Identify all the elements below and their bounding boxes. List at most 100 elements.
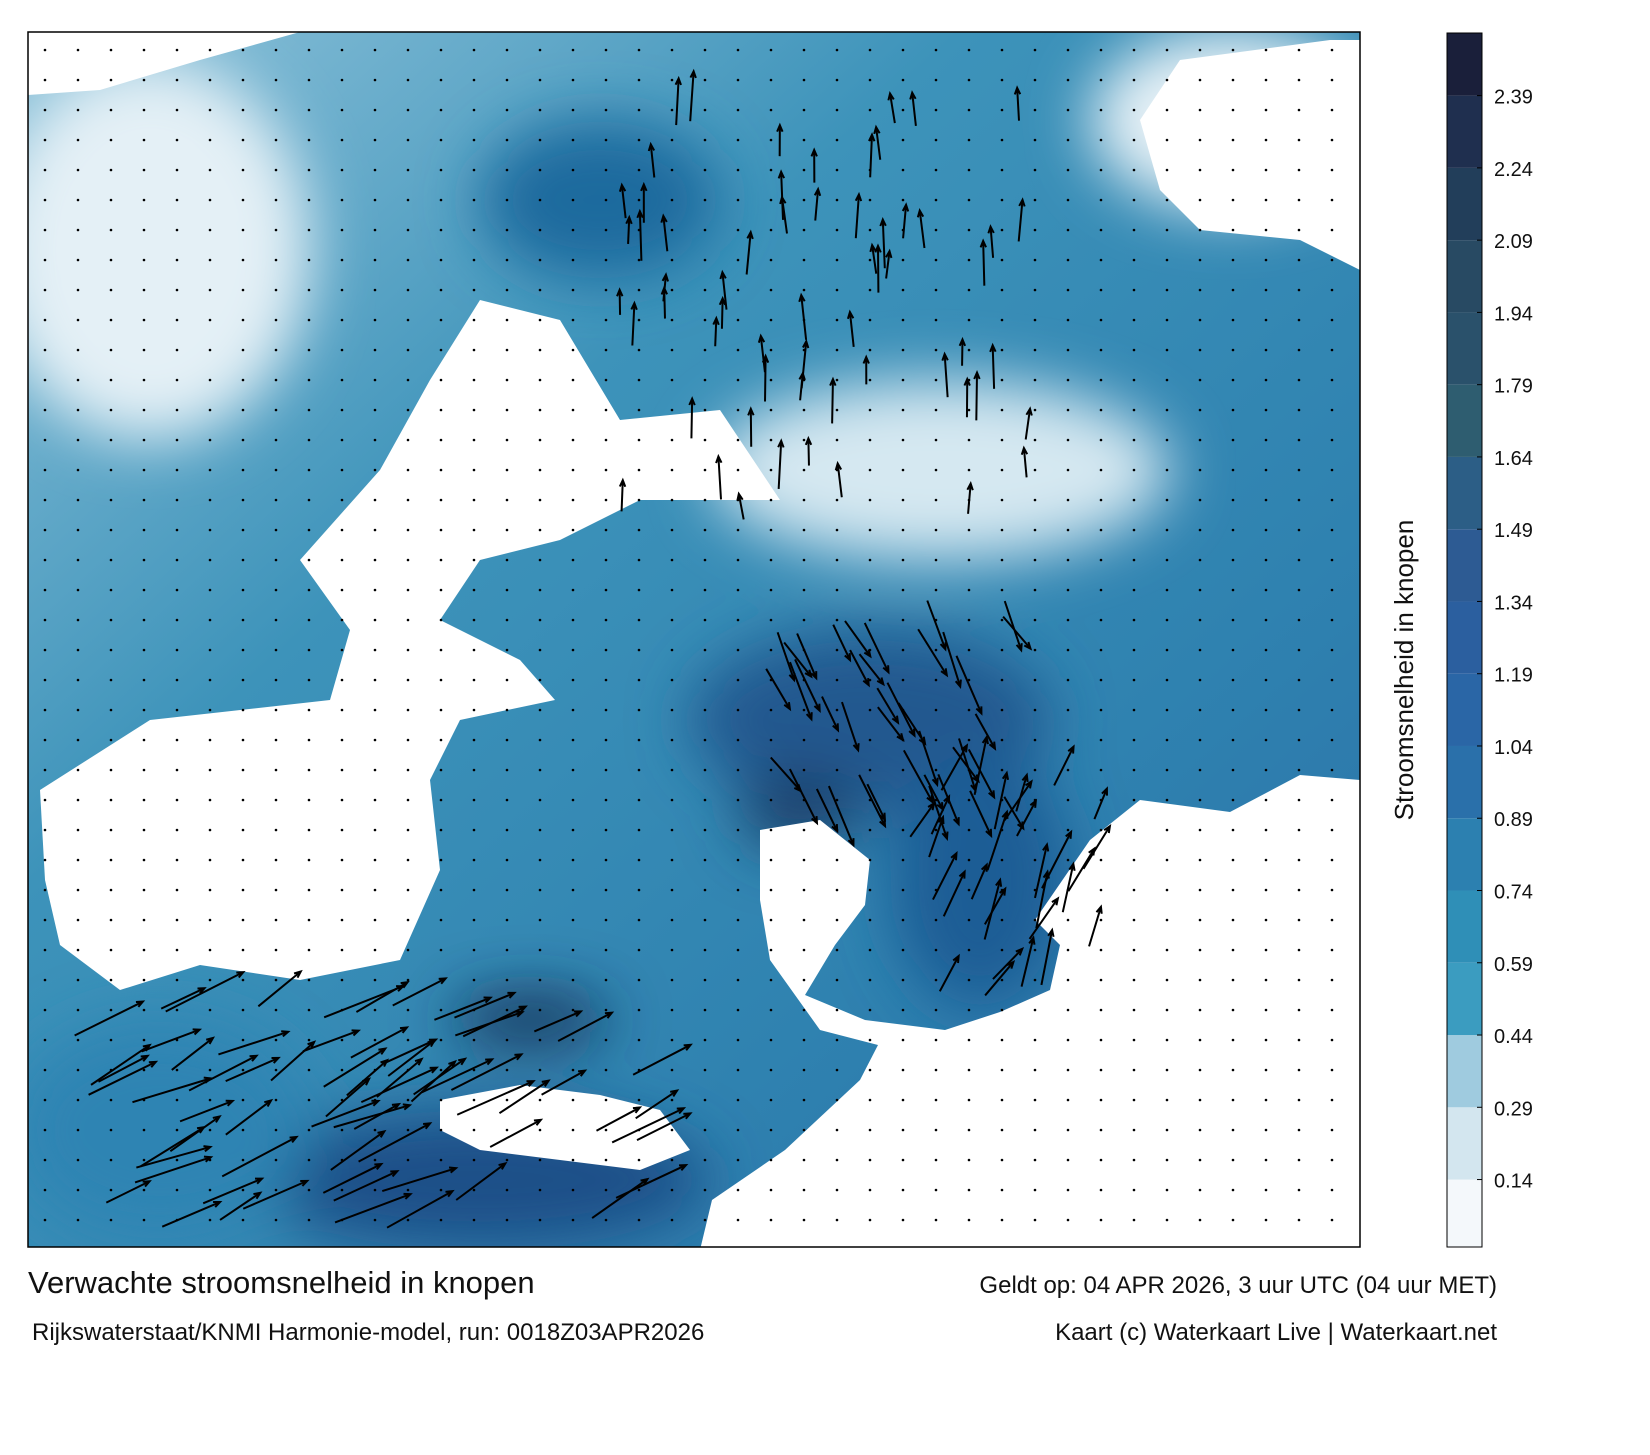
grid-dot	[109, 228, 113, 232]
current-arrow	[789, 661, 813, 722]
grid-dot	[1165, 48, 1169, 52]
grid-dot	[1198, 708, 1202, 712]
grid-dot	[1033, 408, 1037, 412]
current-arrow	[866, 783, 887, 823]
grid-dot	[1099, 78, 1103, 82]
grid-dot	[802, 498, 806, 502]
colorbar-tick-label: 0.74	[1494, 882, 1533, 904]
grid-dot	[274, 1188, 278, 1192]
grid-dot	[1165, 198, 1169, 202]
grid-dot	[373, 138, 377, 142]
grid-dot	[1264, 1068, 1268, 1072]
grid-dot	[340, 438, 344, 442]
current-arrow	[421, 1058, 495, 1094]
grid-dot	[835, 348, 839, 352]
grid-dot	[1066, 558, 1070, 562]
grid-dot	[703, 648, 707, 652]
grid-dot	[703, 738, 707, 742]
grid-dot	[472, 378, 476, 382]
grid-dot	[571, 1008, 575, 1012]
current-arrow	[97, 1054, 150, 1083]
grid-dot	[1264, 438, 1268, 442]
grid-dot	[1000, 258, 1004, 262]
grid-dot	[43, 1218, 47, 1222]
grid-dot	[406, 318, 410, 322]
grid-dot	[241, 318, 245, 322]
grid-dot	[274, 198, 278, 202]
grid-dot	[538, 408, 542, 412]
grid-dot	[835, 618, 839, 622]
grid-dot	[241, 78, 245, 82]
grid-dot	[142, 1158, 146, 1162]
current-arrow	[647, 141, 656, 178]
colorbar-band	[1447, 456, 1482, 530]
grid-dot	[274, 48, 278, 52]
grid-dot	[1000, 438, 1004, 442]
current-arrow	[983, 886, 1007, 925]
grid-dot	[637, 48, 641, 52]
grid-dot	[472, 138, 476, 142]
grid-dot	[1231, 1038, 1235, 1042]
grid-dot	[868, 408, 872, 412]
grid-dot	[1198, 1008, 1202, 1012]
grid-dot	[307, 468, 311, 472]
grid-dot	[670, 828, 674, 832]
grid-dot	[1330, 1218, 1334, 1222]
grid-dot	[1297, 348, 1301, 352]
grid-dot	[1165, 798, 1169, 802]
grid-dot	[1264, 78, 1268, 82]
grid-dot	[1264, 1008, 1268, 1012]
grid-dot	[76, 198, 80, 202]
grid-dot	[1231, 468, 1235, 472]
grid-dot	[604, 708, 608, 712]
grid-dot	[175, 708, 179, 712]
grid-dot	[868, 828, 872, 832]
grid-dot	[307, 588, 311, 592]
current-arrow	[798, 370, 806, 401]
grid-dot	[736, 378, 740, 382]
grid-dot	[1033, 858, 1037, 862]
grid-dot	[1330, 678, 1334, 682]
grid-dot	[109, 798, 113, 802]
grid-dot	[736, 138, 740, 142]
grid-dot	[967, 828, 971, 832]
grid-dot	[1165, 348, 1169, 352]
grid-dot	[1132, 648, 1136, 652]
grid-dot	[373, 108, 377, 112]
current-arrow	[630, 300, 638, 346]
grid-dot	[1099, 888, 1103, 892]
grid-dot	[769, 1158, 773, 1162]
current-arrow	[747, 406, 755, 447]
grid-dot	[43, 108, 47, 112]
grid-dot	[175, 888, 179, 892]
grid-dot	[505, 708, 509, 712]
grid-dot	[1231, 498, 1235, 502]
grid-dot	[340, 198, 344, 202]
grid-dot	[802, 258, 806, 262]
grid-dot	[1099, 708, 1103, 712]
grid-dot	[1198, 1188, 1202, 1192]
grid-dot	[967, 438, 971, 442]
grid-dot	[538, 348, 542, 352]
grid-dot	[670, 768, 674, 772]
grid-dot	[439, 1218, 443, 1222]
grid-dot	[109, 108, 113, 112]
current-arrow	[410, 1059, 457, 1103]
grid-dot	[472, 708, 476, 712]
grid-dot	[109, 858, 113, 862]
grid-dot	[769, 1008, 773, 1012]
grid-dot	[571, 588, 575, 592]
grid-dot	[208, 498, 212, 502]
grid-dot	[637, 1038, 641, 1042]
current-arrow	[323, 1047, 388, 1088]
grid-dot	[43, 498, 47, 502]
grid-dot	[340, 888, 344, 892]
grid-dot	[637, 648, 641, 652]
grid-dot	[670, 528, 674, 532]
grid-dot	[934, 138, 938, 142]
grid-dot	[934, 798, 938, 802]
grid-dot	[1264, 558, 1268, 562]
grid-dot	[802, 558, 806, 562]
grid-dot	[241, 528, 245, 532]
grid-dot	[538, 558, 542, 562]
